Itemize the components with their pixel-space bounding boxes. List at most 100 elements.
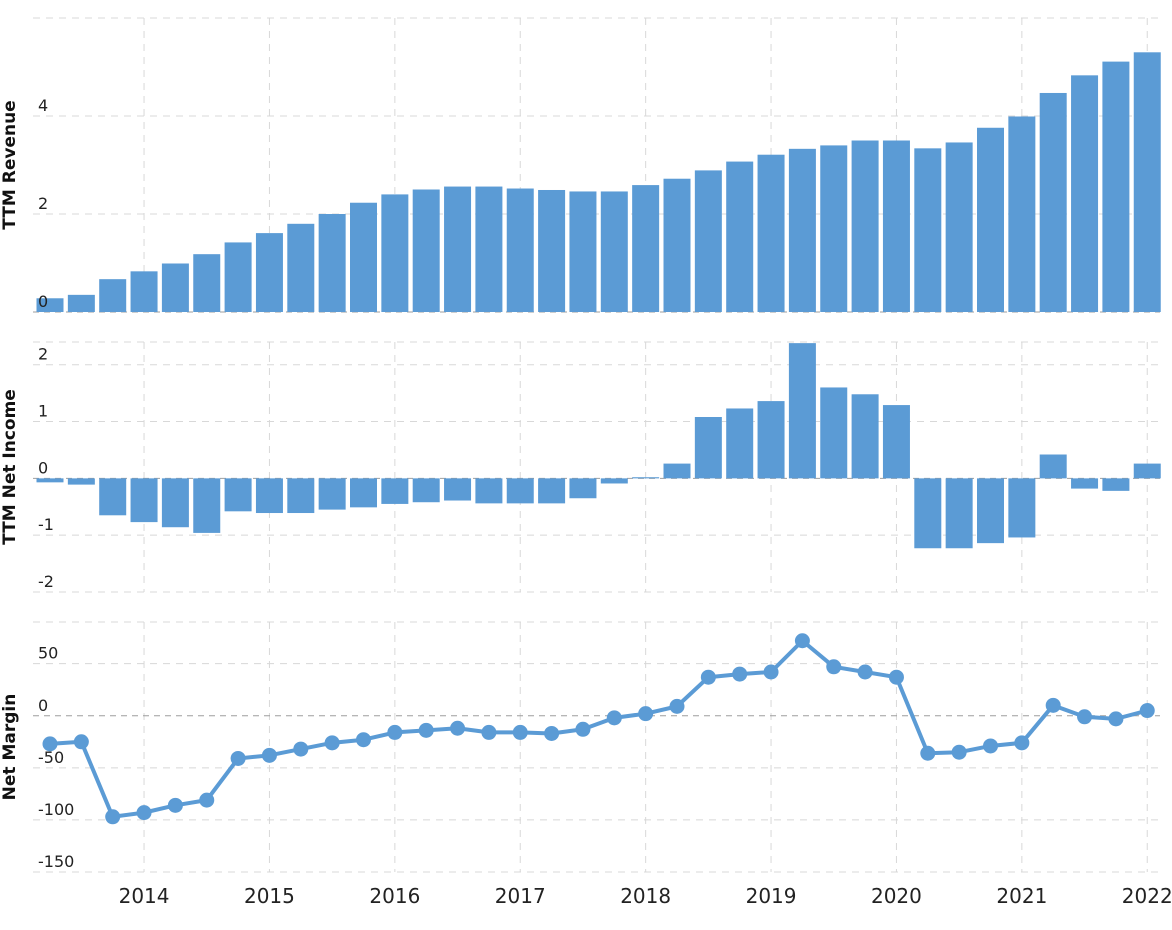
net_margin-point [920, 745, 936, 761]
net_margin-line [49, 638, 1148, 819]
revenue-y-tick-label: 0 [38, 292, 48, 311]
revenue-bar [1133, 52, 1161, 313]
x-tick-label: 2021 [996, 884, 1047, 908]
net_margin-point [418, 722, 434, 738]
revenue-bar [1039, 92, 1067, 312]
revenue-bar [882, 140, 910, 312]
net_income-bar [663, 463, 691, 479]
net_income-bar [977, 478, 1004, 544]
x-tick-label: 2022 [1122, 884, 1172, 908]
net_margin-point [230, 750, 246, 766]
net_income-bar [287, 478, 315, 514]
net_margin-point [481, 724, 497, 740]
x-tick-label: 2014 [119, 884, 170, 908]
net_income-bar [36, 478, 64, 483]
net_margin-point [857, 664, 873, 680]
net_margin-point [1014, 735, 1030, 751]
net_margin-point [544, 725, 560, 741]
net_income-bar [757, 401, 785, 479]
revenue-bar [914, 148, 942, 312]
revenue-bar [318, 214, 346, 312]
revenue-bar [663, 178, 691, 312]
net_income-bar [1133, 463, 1161, 479]
net_income-bar [632, 477, 660, 479]
revenue-bar [381, 194, 409, 312]
net_margin-point [606, 710, 622, 726]
revenue-bar [977, 127, 1004, 312]
net_income-bar [600, 478, 628, 484]
revenue-bar [255, 233, 283, 312]
net_income-bar [444, 478, 472, 501]
net_margin-point [888, 669, 904, 685]
revenue-bar [193, 254, 221, 312]
net_income-bar [350, 478, 377, 508]
net_margin-point [1139, 703, 1155, 719]
net_margin-point [763, 664, 779, 680]
revenue-bar [130, 271, 158, 312]
revenue-bar [1102, 61, 1130, 312]
net_margin-point [1077, 709, 1093, 725]
revenue-bar [161, 263, 189, 312]
revenue-bar [569, 191, 597, 312]
net_margin-y-tick-label: -50 [38, 748, 64, 767]
net_margin-point [669, 698, 685, 714]
net_margin-point [261, 747, 277, 763]
net_income-bar [945, 478, 973, 549]
x-tick-label: 2015 [244, 884, 295, 908]
net_income-bar [1102, 478, 1130, 491]
marks-layer [36, 52, 1161, 825]
net_margin-point [732, 666, 748, 682]
revenue-bar [945, 142, 973, 312]
net_margin-point [638, 706, 654, 722]
net_margin-point [1045, 697, 1061, 713]
revenue-bar [287, 223, 315, 312]
net_income-bar [1008, 478, 1036, 538]
net_income-y-tick-label: 2 [38, 345, 48, 364]
net_margin-y-tick-label: -150 [38, 852, 74, 871]
x-tick-label: 2019 [746, 884, 797, 908]
x-tick-label: 2018 [620, 884, 671, 908]
revenue-bar [412, 189, 440, 312]
net_income-y-tick-label: 0 [38, 458, 48, 477]
net_income-bar [788, 343, 816, 479]
revenue-bar [67, 294, 95, 312]
net_margin-y-tick-label: 50 [38, 644, 58, 663]
net_margin-point [42, 736, 58, 752]
net_income-bar [67, 478, 95, 485]
labels-layer: 0 2 4 -2 -1 0 1 2 -150 -100 -50 0 50 2014 2015 2016 2017… [38, 96, 1172, 908]
x-tick-label: 2016 [369, 884, 420, 908]
net_income-bar [851, 394, 879, 479]
net_margin-y-tick-label: 0 [38, 696, 48, 715]
net_margin-point [826, 659, 842, 675]
net_margin-point [951, 744, 967, 760]
revenue-bar [538, 189, 566, 312]
revenue-y-tick-label: 2 [38, 194, 48, 213]
net_income-bar [506, 478, 534, 504]
net_income-bar [99, 478, 127, 516]
net_income-bar [224, 478, 252, 512]
net_income-bar [412, 478, 440, 503]
net_margin-point [1108, 711, 1124, 727]
revenue-bar [726, 161, 754, 312]
net_income-bar [538, 478, 566, 504]
x-tick-label: 2020 [871, 884, 922, 908]
net_margin-point [73, 734, 89, 750]
net_margin-point [575, 721, 591, 737]
net_margin-point [136, 805, 152, 821]
net_income-bar [1071, 478, 1099, 489]
revenue-bar [632, 185, 660, 312]
revenue-bar [350, 202, 377, 312]
net_margin-point [356, 732, 371, 748]
net_margin-point [700, 669, 716, 685]
revenue-bar [1071, 75, 1099, 312]
net_margin-point [450, 720, 466, 736]
net_margin-point [293, 741, 309, 757]
revenue-bar [600, 191, 628, 312]
net_margin-point [794, 633, 810, 649]
net_income-bar [1039, 454, 1067, 479]
net_margin-y-tick-label: -100 [38, 800, 74, 819]
revenue-bar [757, 154, 785, 312]
revenue-bar [851, 140, 879, 312]
net_income-bar [193, 478, 221, 533]
